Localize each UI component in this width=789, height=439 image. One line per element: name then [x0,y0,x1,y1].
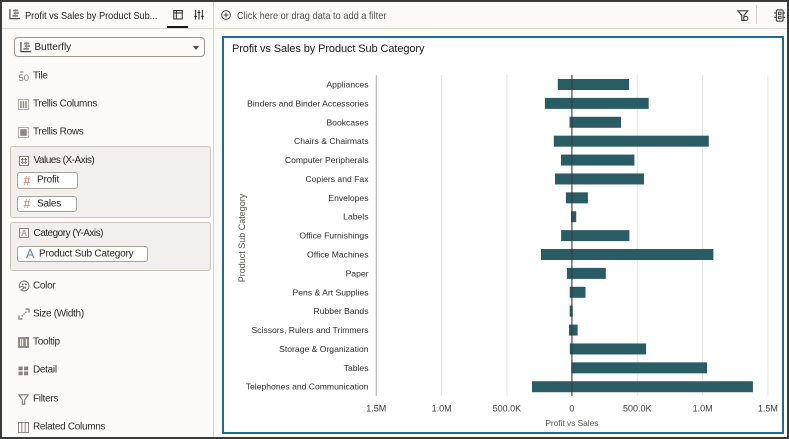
svg-text:Tables: Tables [344,363,369,373]
svg-text:50: 50 [19,73,30,82]
svg-text:Paper: Paper [346,268,369,278]
svg-text:1.0M: 1.0M [693,404,713,414]
svg-text:Appliances: Appliances [326,80,368,90]
svg-text:Profit vs Sales: Profit vs Sales [545,418,598,428]
svg-text:500.0K: 500.0K [493,404,522,414]
svg-text:Storage & Organization: Storage & Organization [279,344,369,354]
svg-text:Product Sub Category: Product Sub Category [237,193,247,282]
svg-text:Scissors, Rulers and Trimmers: Scissors, Rulers and Trimmers [252,325,369,335]
svg-text:Telephones and Communication: Telephones and Communication [246,382,369,392]
svg-text:1.0M: 1.0M [432,404,452,414]
svg-text:Office Machines: Office Machines [307,250,368,260]
svg-text:Bookcases: Bookcases [326,117,368,127]
svg-text:A: A [21,229,27,238]
svg-text:Binders and Binder Accessories: Binders and Binder Accessories [247,98,368,108]
svg-text:Computer Peripherals: Computer Peripherals [285,155,369,165]
svg-text:Labels: Labels [343,212,368,222]
svg-text:Chairs & Chairmats: Chairs & Chairmats [294,136,369,146]
svg-text:Office Furnishings: Office Furnishings [299,231,368,241]
svg-text:Rubber Bands: Rubber Bands [314,306,369,316]
svg-text:500.0K: 500.0K [623,404,652,414]
svg-text:Pens & Art Supplies: Pens & Art Supplies [293,287,369,297]
svg-text:Envelopes: Envelopes [328,193,368,203]
svg-text:1.5M: 1.5M [366,404,386,414]
svg-text:Copiers and Fax: Copiers and Fax [305,174,369,184]
svg-text:1.5M: 1.5M [758,404,778,414]
svg-text:0: 0 [569,404,574,414]
